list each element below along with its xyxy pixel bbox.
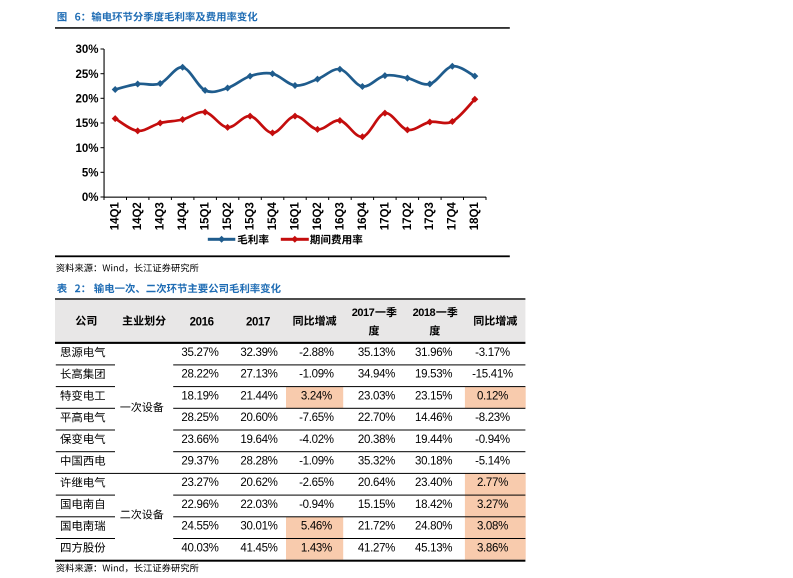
svg-text:15Q2: 15Q2 [222, 202, 234, 230]
svg-text:22.03%: 22.03% [240, 499, 277, 511]
svg-text:2016: 2016 [190, 317, 214, 329]
svg-text:22.96%: 22.96% [181, 499, 218, 511]
svg-text:-1.09%: -1.09% [299, 369, 334, 381]
svg-text:28.22%: 28.22% [181, 369, 218, 381]
svg-text:-1.09%: -1.09% [299, 455, 334, 467]
svg-text:-5.14%: -5.14% [475, 455, 510, 467]
svg-text:23.40%: 23.40% [415, 477, 452, 489]
svg-text:40.03%: 40.03% [181, 542, 218, 554]
svg-text:14.46%: 14.46% [415, 412, 452, 424]
svg-text:21.72%: 21.72% [358, 521, 395, 533]
svg-text:27.13%: 27.13% [240, 369, 277, 381]
svg-text:15.15%: 15.15% [358, 499, 395, 511]
svg-text:20%: 20% [75, 93, 98, 105]
svg-text:35.13%: 35.13% [358, 347, 395, 359]
svg-text:18.19%: 18.19% [181, 390, 218, 402]
svg-text:23.03%: 23.03% [358, 390, 395, 402]
svg-text:19.53%: 19.53% [415, 369, 452, 381]
svg-text:14Q4: 14Q4 [177, 202, 189, 231]
svg-text:3.08%: 3.08% [477, 521, 508, 533]
svg-text:10%: 10% [75, 143, 98, 155]
svg-text:20.62%: 20.62% [240, 477, 277, 489]
svg-text:16Q4: 16Q4 [357, 202, 369, 231]
svg-text:16Q2: 16Q2 [312, 202, 324, 230]
svg-text:15Q1: 15Q1 [200, 202, 212, 231]
svg-text:15Q4: 15Q4 [267, 202, 279, 231]
svg-text:24.55%: 24.55% [181, 521, 218, 533]
svg-text:-8.23%: -8.23% [475, 412, 510, 424]
svg-text:-4.02%: -4.02% [299, 434, 334, 446]
svg-text:-7.65%: -7.65% [299, 412, 334, 424]
svg-text:14Q1: 14Q1 [110, 202, 122, 231]
svg-text:20.38%: 20.38% [358, 434, 395, 446]
svg-text:31.96%: 31.96% [415, 347, 452, 359]
svg-text:16Q3: 16Q3 [334, 202, 346, 230]
svg-text:14Q2: 14Q2 [132, 202, 144, 230]
svg-text:35.32%: 35.32% [358, 455, 395, 467]
svg-text:20.64%: 20.64% [358, 477, 395, 489]
svg-text:0.12%: 0.12% [477, 390, 508, 402]
svg-text:19.44%: 19.44% [415, 434, 452, 446]
svg-text:16Q1: 16Q1 [289, 202, 301, 231]
svg-text:30.01%: 30.01% [240, 521, 277, 533]
svg-text:3.86%: 3.86% [477, 542, 508, 554]
svg-text:28.25%: 28.25% [181, 412, 218, 424]
svg-text:15Q3: 15Q3 [244, 202, 256, 230]
svg-text:3.27%: 3.27% [477, 499, 508, 511]
svg-text:15%: 15% [75, 118, 98, 130]
svg-text:41.45%: 41.45% [240, 542, 277, 554]
svg-text:25%: 25% [75, 69, 98, 81]
svg-text:17Q1: 17Q1 [379, 202, 391, 231]
svg-text:-2.88%: -2.88% [299, 347, 334, 359]
svg-text:24.80%: 24.80% [415, 521, 452, 533]
svg-text:2017: 2017 [246, 317, 270, 329]
svg-text:18Q1: 18Q1 [469, 202, 481, 231]
svg-text:41.27%: 41.27% [358, 542, 395, 554]
svg-text:21.44%: 21.44% [240, 390, 277, 402]
svg-text:5.46%: 5.46% [301, 521, 332, 533]
svg-text:45.13%: 45.13% [415, 542, 452, 554]
svg-text:-2.65%: -2.65% [299, 477, 334, 489]
svg-text:18.42%: 18.42% [415, 499, 452, 511]
svg-text:-3.17%: -3.17% [475, 347, 510, 359]
svg-text:2018: 2018 [413, 307, 436, 319]
svg-text:17Q2: 17Q2 [402, 202, 414, 230]
svg-text:22.70%: 22.70% [358, 412, 395, 424]
svg-text:32.39%: 32.39% [240, 347, 277, 359]
svg-text:-0.94%: -0.94% [475, 434, 510, 446]
svg-text:34.94%: 34.94% [358, 369, 395, 381]
svg-text:2017: 2017 [352, 307, 375, 319]
svg-text:3.24%: 3.24% [301, 390, 332, 402]
svg-text:0%: 0% [82, 192, 99, 204]
svg-text:19.64%: 19.64% [240, 434, 277, 446]
svg-text:30.18%: 30.18% [415, 455, 452, 467]
svg-text:14Q3: 14Q3 [155, 202, 167, 230]
svg-text:1.43%: 1.43% [301, 542, 332, 554]
svg-text:30%: 30% [75, 44, 98, 56]
svg-text:23.27%: 23.27% [181, 477, 218, 489]
svg-text:28.28%: 28.28% [240, 455, 277, 467]
svg-text:20.60%: 20.60% [240, 412, 277, 424]
svg-text:35.27%: 35.27% [181, 347, 218, 359]
svg-text:17Q4: 17Q4 [447, 202, 459, 231]
svg-text:23.66%: 23.66% [181, 434, 218, 446]
svg-text:29.37%: 29.37% [181, 455, 218, 467]
svg-text:2.77%: 2.77% [477, 477, 508, 489]
svg-text:5%: 5% [82, 167, 99, 179]
svg-text:-0.94%: -0.94% [299, 499, 334, 511]
svg-text:-15.41%: -15.41% [472, 369, 513, 381]
svg-text:23.15%: 23.15% [415, 390, 452, 402]
svg-text:17Q3: 17Q3 [424, 202, 436, 230]
